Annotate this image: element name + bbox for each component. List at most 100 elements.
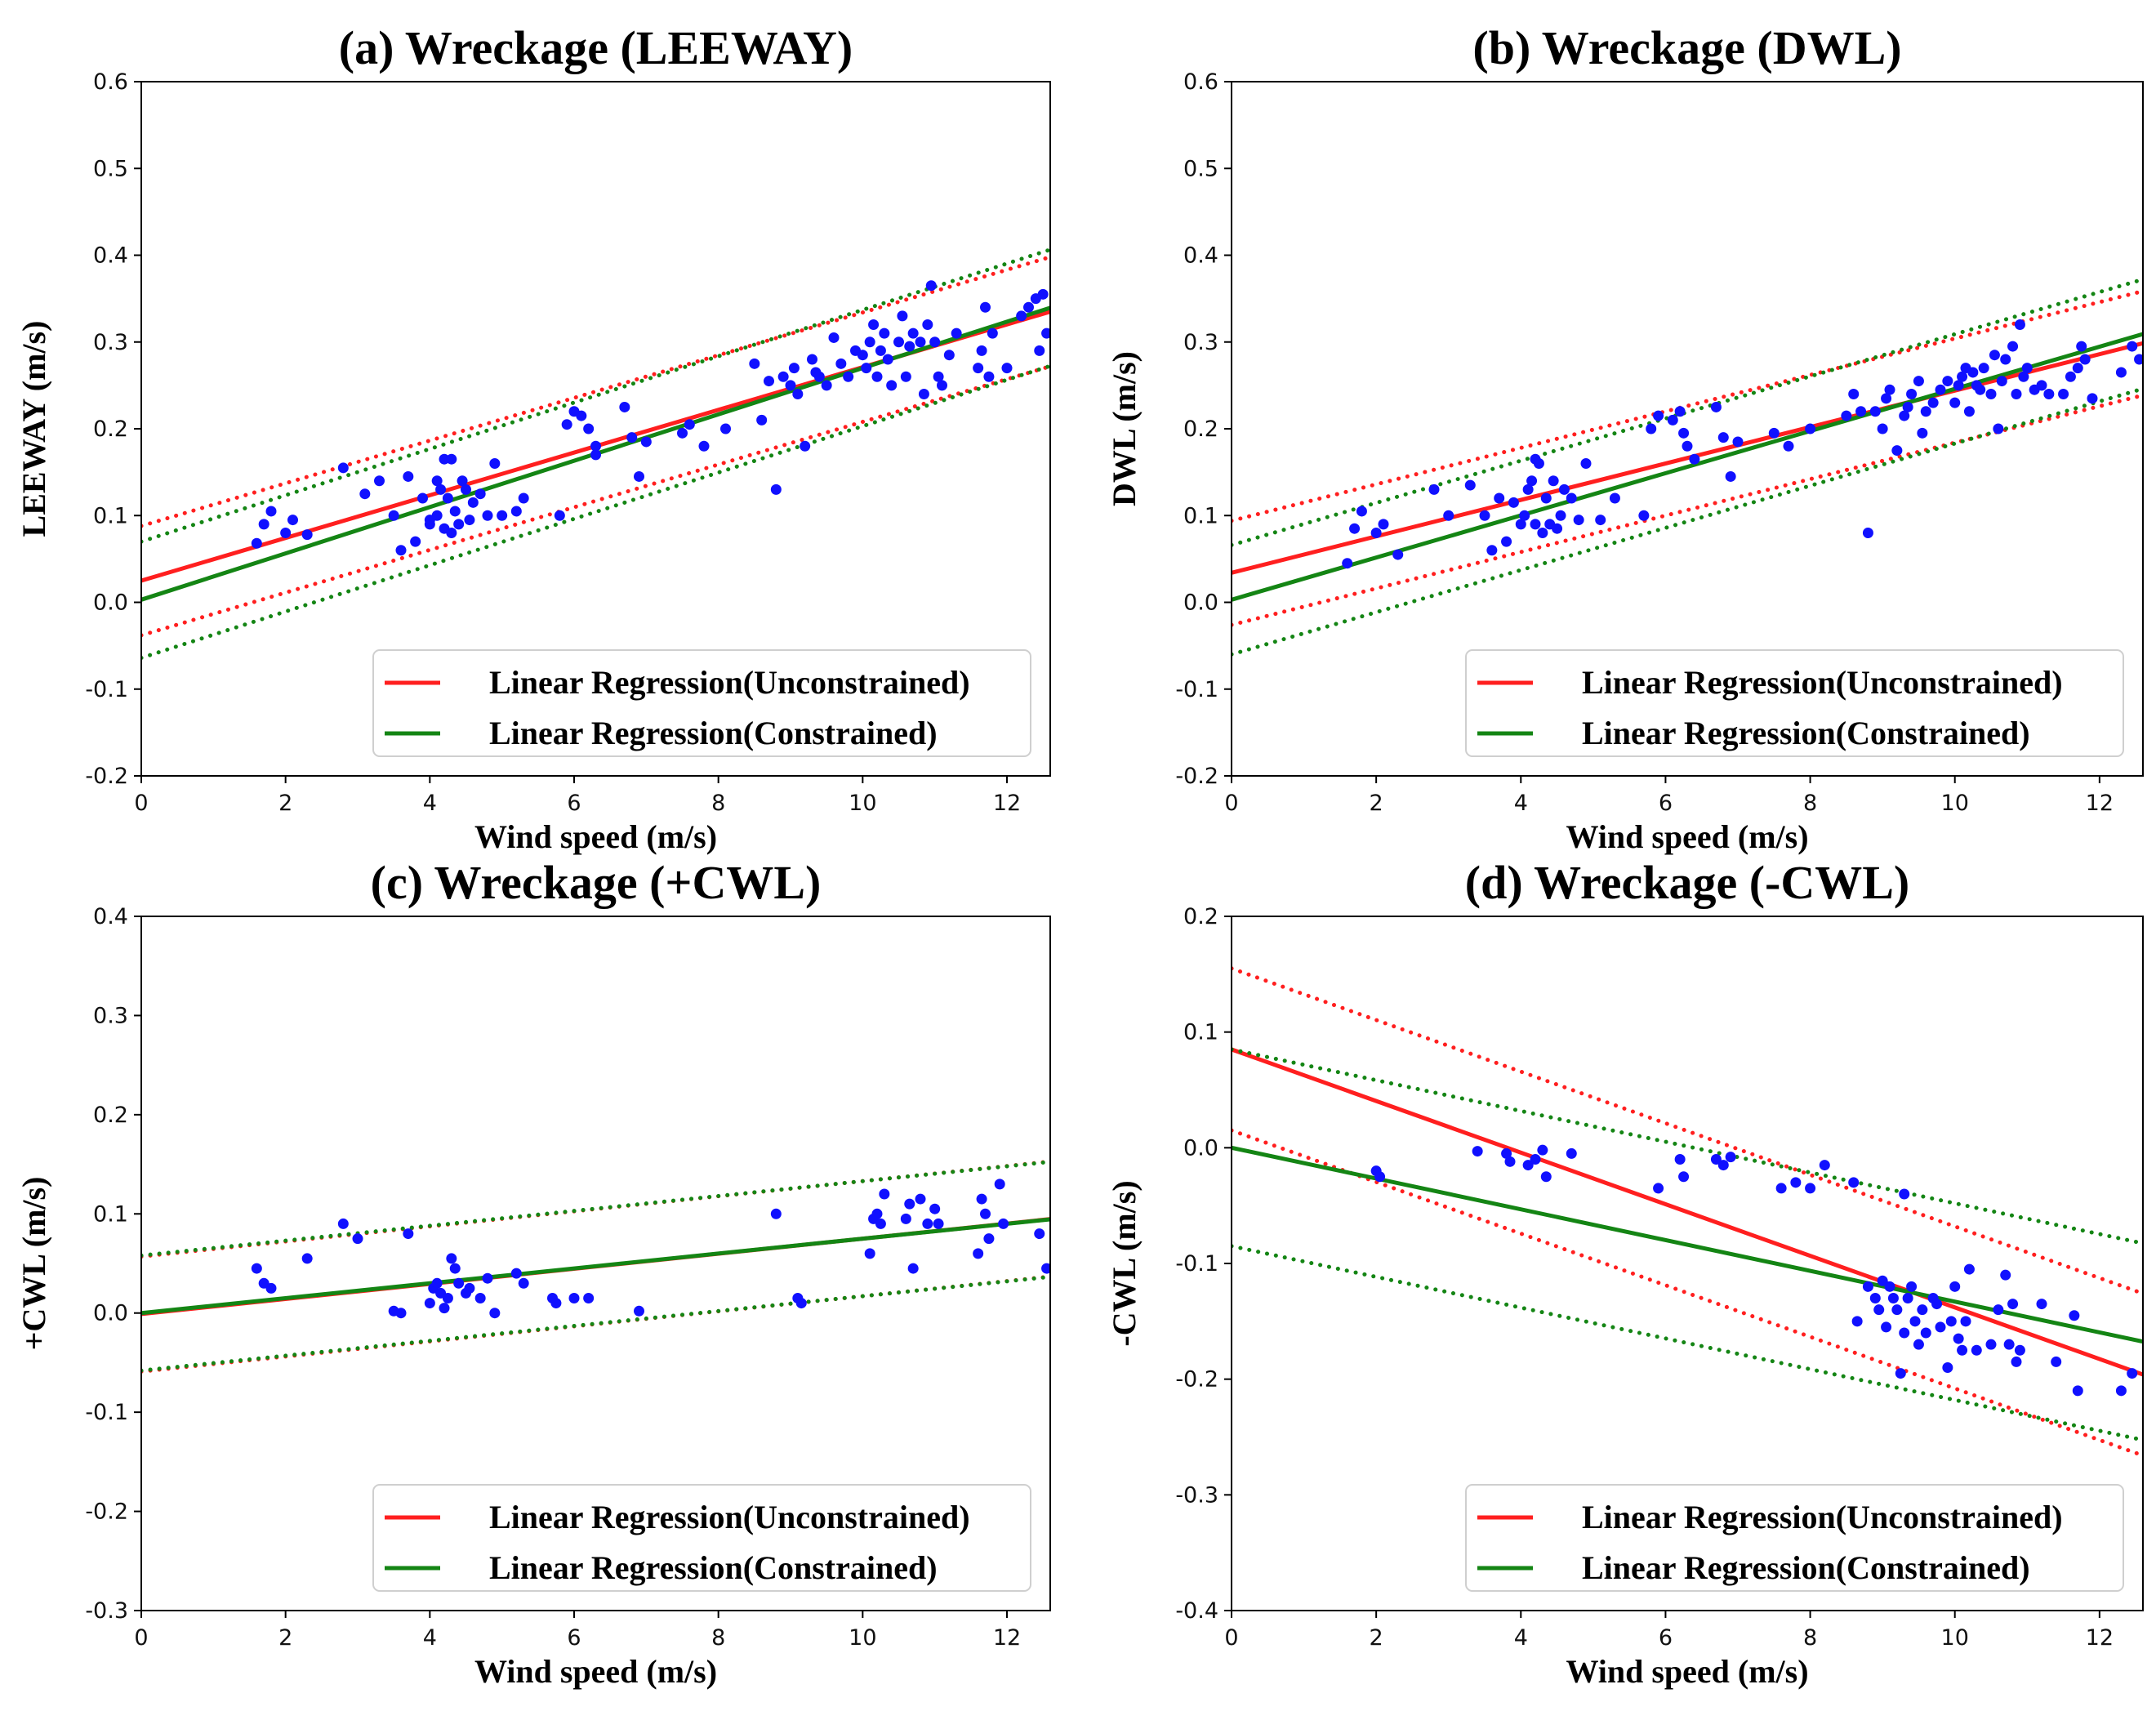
y-tick-label: 0.0 bbox=[93, 1301, 128, 1326]
y-tick-label: 0.1 bbox=[1183, 1020, 1218, 1045]
legend-label: Linear Regression(Constrained) bbox=[489, 1549, 938, 1586]
data-point bbox=[1392, 549, 1404, 560]
data-point bbox=[875, 345, 886, 356]
chart-title: (b) Wreckage (DWL) bbox=[1472, 21, 1901, 74]
data-point bbox=[1486, 545, 1498, 556]
data-point bbox=[918, 389, 929, 399]
data-point bbox=[821, 380, 832, 391]
data-point bbox=[403, 1228, 414, 1240]
chart-panel-c: (c) Wreckage (+CWL) Wind speed (m/s) +CWL … bbox=[16, 856, 1051, 1690]
x-tick-label: 2 bbox=[278, 791, 292, 816]
data-point bbox=[1522, 483, 1534, 495]
data-point bbox=[1978, 363, 1989, 374]
data-point bbox=[2065, 371, 2076, 382]
data-point bbox=[807, 354, 817, 365]
data-point bbox=[1935, 384, 1946, 395]
data-point bbox=[1526, 475, 1538, 487]
data-point bbox=[1985, 389, 1997, 399]
y-tick-label: 0.2 bbox=[1183, 904, 1218, 929]
data-point bbox=[388, 510, 399, 521]
y-tick-label: -0.1 bbox=[1175, 1251, 1218, 1277]
plot-area bbox=[1232, 966, 2143, 1458]
data-point bbox=[777, 371, 789, 382]
data-point bbox=[453, 1277, 465, 1289]
data-point bbox=[2069, 1310, 2080, 1321]
data-point bbox=[1902, 401, 1913, 412]
data-point bbox=[337, 1218, 349, 1229]
legend: Linear Regression(Unconstrained) Linear R… bbox=[1465, 649, 2124, 757]
x-tick-label: 12 bbox=[2086, 1625, 2114, 1651]
data-point bbox=[943, 350, 955, 361]
data-point bbox=[1881, 393, 1892, 404]
data-point bbox=[983, 371, 995, 382]
data-point bbox=[1472, 1146, 1483, 1157]
axes-frame bbox=[1231, 81, 2144, 777]
chart-title: (c) Wreckage (+CWL) bbox=[371, 856, 822, 909]
data-point bbox=[1805, 1183, 1816, 1194]
data-point bbox=[1573, 515, 1584, 526]
data-point bbox=[976, 345, 987, 356]
data-point bbox=[453, 519, 465, 530]
data-point bbox=[482, 1272, 493, 1284]
axes-frame bbox=[1231, 916, 2144, 1611]
data-point bbox=[634, 470, 644, 482]
data-point bbox=[280, 528, 292, 538]
data-point bbox=[1899, 410, 1910, 421]
data-point bbox=[900, 371, 911, 382]
data-point bbox=[1378, 519, 1389, 530]
data-point bbox=[788, 363, 800, 374]
data-point bbox=[510, 1268, 522, 1279]
data-point bbox=[871, 1208, 883, 1219]
constrained-fit-line bbox=[1232, 332, 2143, 602]
data-point bbox=[698, 440, 710, 452]
x-tick-label: 12 bbox=[993, 791, 1021, 816]
data-point bbox=[2011, 389, 2022, 399]
data-point bbox=[251, 537, 262, 549]
data-point bbox=[337, 462, 349, 474]
data-point bbox=[951, 328, 962, 339]
data-point bbox=[1906, 389, 1918, 399]
x-tick-label: 6 bbox=[567, 1625, 581, 1651]
data-point bbox=[1891, 1304, 1903, 1316]
x-tick-label: 6 bbox=[1659, 791, 1673, 816]
data-point bbox=[474, 488, 486, 500]
data-point bbox=[2115, 367, 2127, 378]
data-point bbox=[403, 470, 414, 482]
constrained-fit-band-lower bbox=[1232, 386, 2143, 657]
chart-panel-a: (a) Wreckage (LEEWAY) Wind speed (m/s) LEE… bbox=[16, 21, 1051, 855]
data-point bbox=[1710, 1154, 1722, 1165]
data-point bbox=[395, 545, 407, 556]
data-point bbox=[2043, 389, 2055, 399]
data-point bbox=[1479, 510, 1490, 521]
data-point bbox=[1877, 423, 1888, 434]
data-point bbox=[1678, 1171, 1690, 1183]
data-point bbox=[915, 336, 926, 348]
data-point bbox=[1041, 1263, 1050, 1274]
y-tick-label: 0.5 bbox=[1183, 156, 1218, 181]
legend-box bbox=[1465, 1484, 2124, 1592]
data-point bbox=[994, 1179, 1005, 1190]
x-tick-label: 4 bbox=[1514, 791, 1528, 816]
data-point bbox=[925, 280, 937, 292]
data-point bbox=[980, 301, 991, 313]
data-point bbox=[987, 328, 998, 339]
y-tick-label: 0.0 bbox=[93, 590, 128, 616]
data-point bbox=[1519, 510, 1530, 521]
y-tick-label: -0.2 bbox=[1175, 764, 1218, 789]
data-point bbox=[265, 1282, 277, 1294]
data-point bbox=[1034, 345, 1045, 356]
x-tick-label: 10 bbox=[849, 1625, 876, 1651]
data-point bbox=[1016, 310, 1027, 322]
legend-label: Linear Regression(Unconstrained) bbox=[1582, 664, 2063, 701]
data-point bbox=[374, 475, 385, 487]
data-point bbox=[1558, 483, 1570, 495]
data-point bbox=[897, 310, 908, 322]
data-point bbox=[1891, 445, 1903, 457]
y-tick-label: 0.3 bbox=[93, 330, 128, 355]
data-point bbox=[640, 436, 652, 448]
legend-label: Linear Regression(Unconstrained) bbox=[489, 1499, 970, 1535]
data-point bbox=[907, 328, 919, 339]
data-point bbox=[1851, 1316, 1863, 1327]
data-point bbox=[1927, 397, 1939, 408]
unconstrained-fit-band-upper bbox=[1232, 288, 2143, 524]
